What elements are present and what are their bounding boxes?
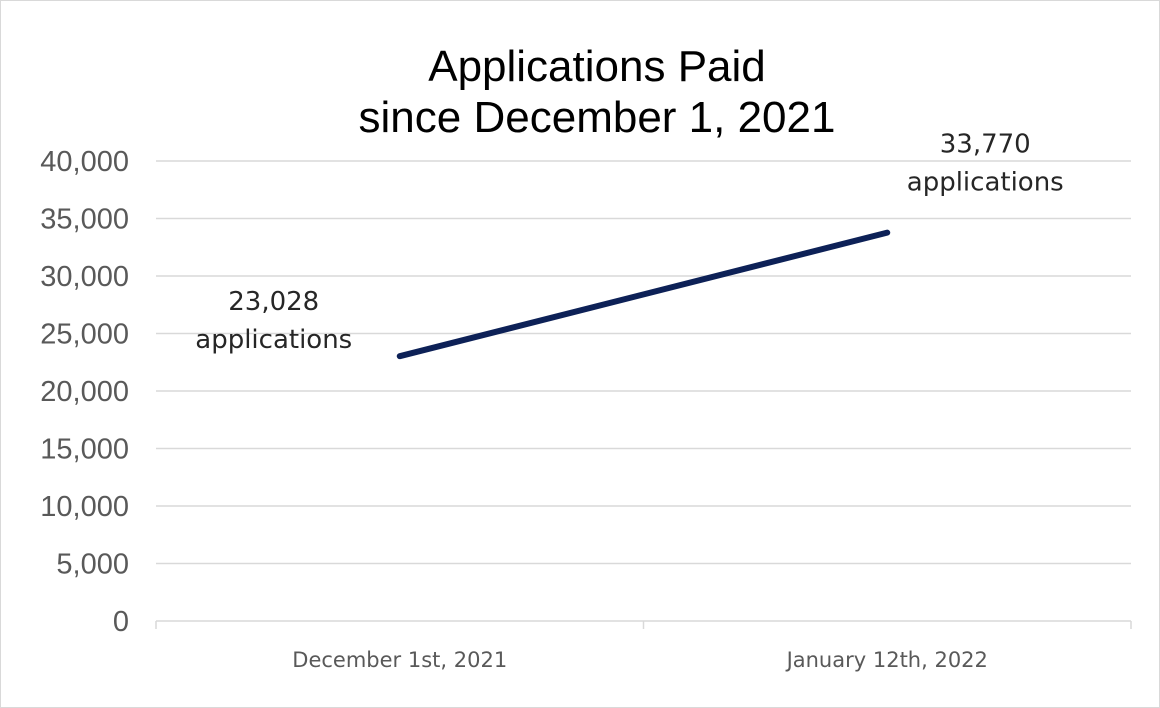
y-tick-label: 0 <box>113 606 129 638</box>
data-label-value: 33,770 <box>940 130 1031 160</box>
x-tick-label: December 1st, 2021 <box>292 648 507 672</box>
y-tick-label: 30,000 <box>40 261 129 293</box>
y-tick-label: 10,000 <box>40 491 129 523</box>
series-line <box>396 229 891 360</box>
y-tick-label: 5,000 <box>56 549 129 581</box>
chart-title-line-2: since December 1, 2021 <box>359 93 836 142</box>
y-axis-tick-labels: 0 5,000 10,000 15,000 20,000 25,000 30,000 35,0… <box>40 146 129 638</box>
x-axis-tick-labels: December 1st, 2021 January 12th, 2022 <box>292 648 988 672</box>
x-axis <box>155 620 1132 629</box>
chart-title: Applications Paid since December 1, 2021 <box>359 42 836 142</box>
y-tick-label: 40,000 <box>40 146 129 178</box>
data-label-value: 23,028 <box>228 287 319 317</box>
data-label-unit: applications <box>195 325 352 355</box>
chart-title-line-1: Applications Paid <box>428 42 766 91</box>
data-label-unit: applications <box>907 168 1064 198</box>
data-labels: 23,028 applications 33,770 applications <box>195 130 1063 356</box>
y-tick-label: 25,000 <box>40 319 129 351</box>
y-tick-label: 35,000 <box>40 204 129 236</box>
y-tick-label: 15,000 <box>40 434 129 466</box>
series-layer <box>396 229 891 360</box>
data-label: 33,770 applications <box>907 130 1064 198</box>
y-tick-label: 20,000 <box>40 376 129 408</box>
data-label: 23,028 applications <box>195 287 352 355</box>
x-tick-label: January 12th, 2022 <box>785 648 988 672</box>
gridlines <box>156 160 1131 565</box>
